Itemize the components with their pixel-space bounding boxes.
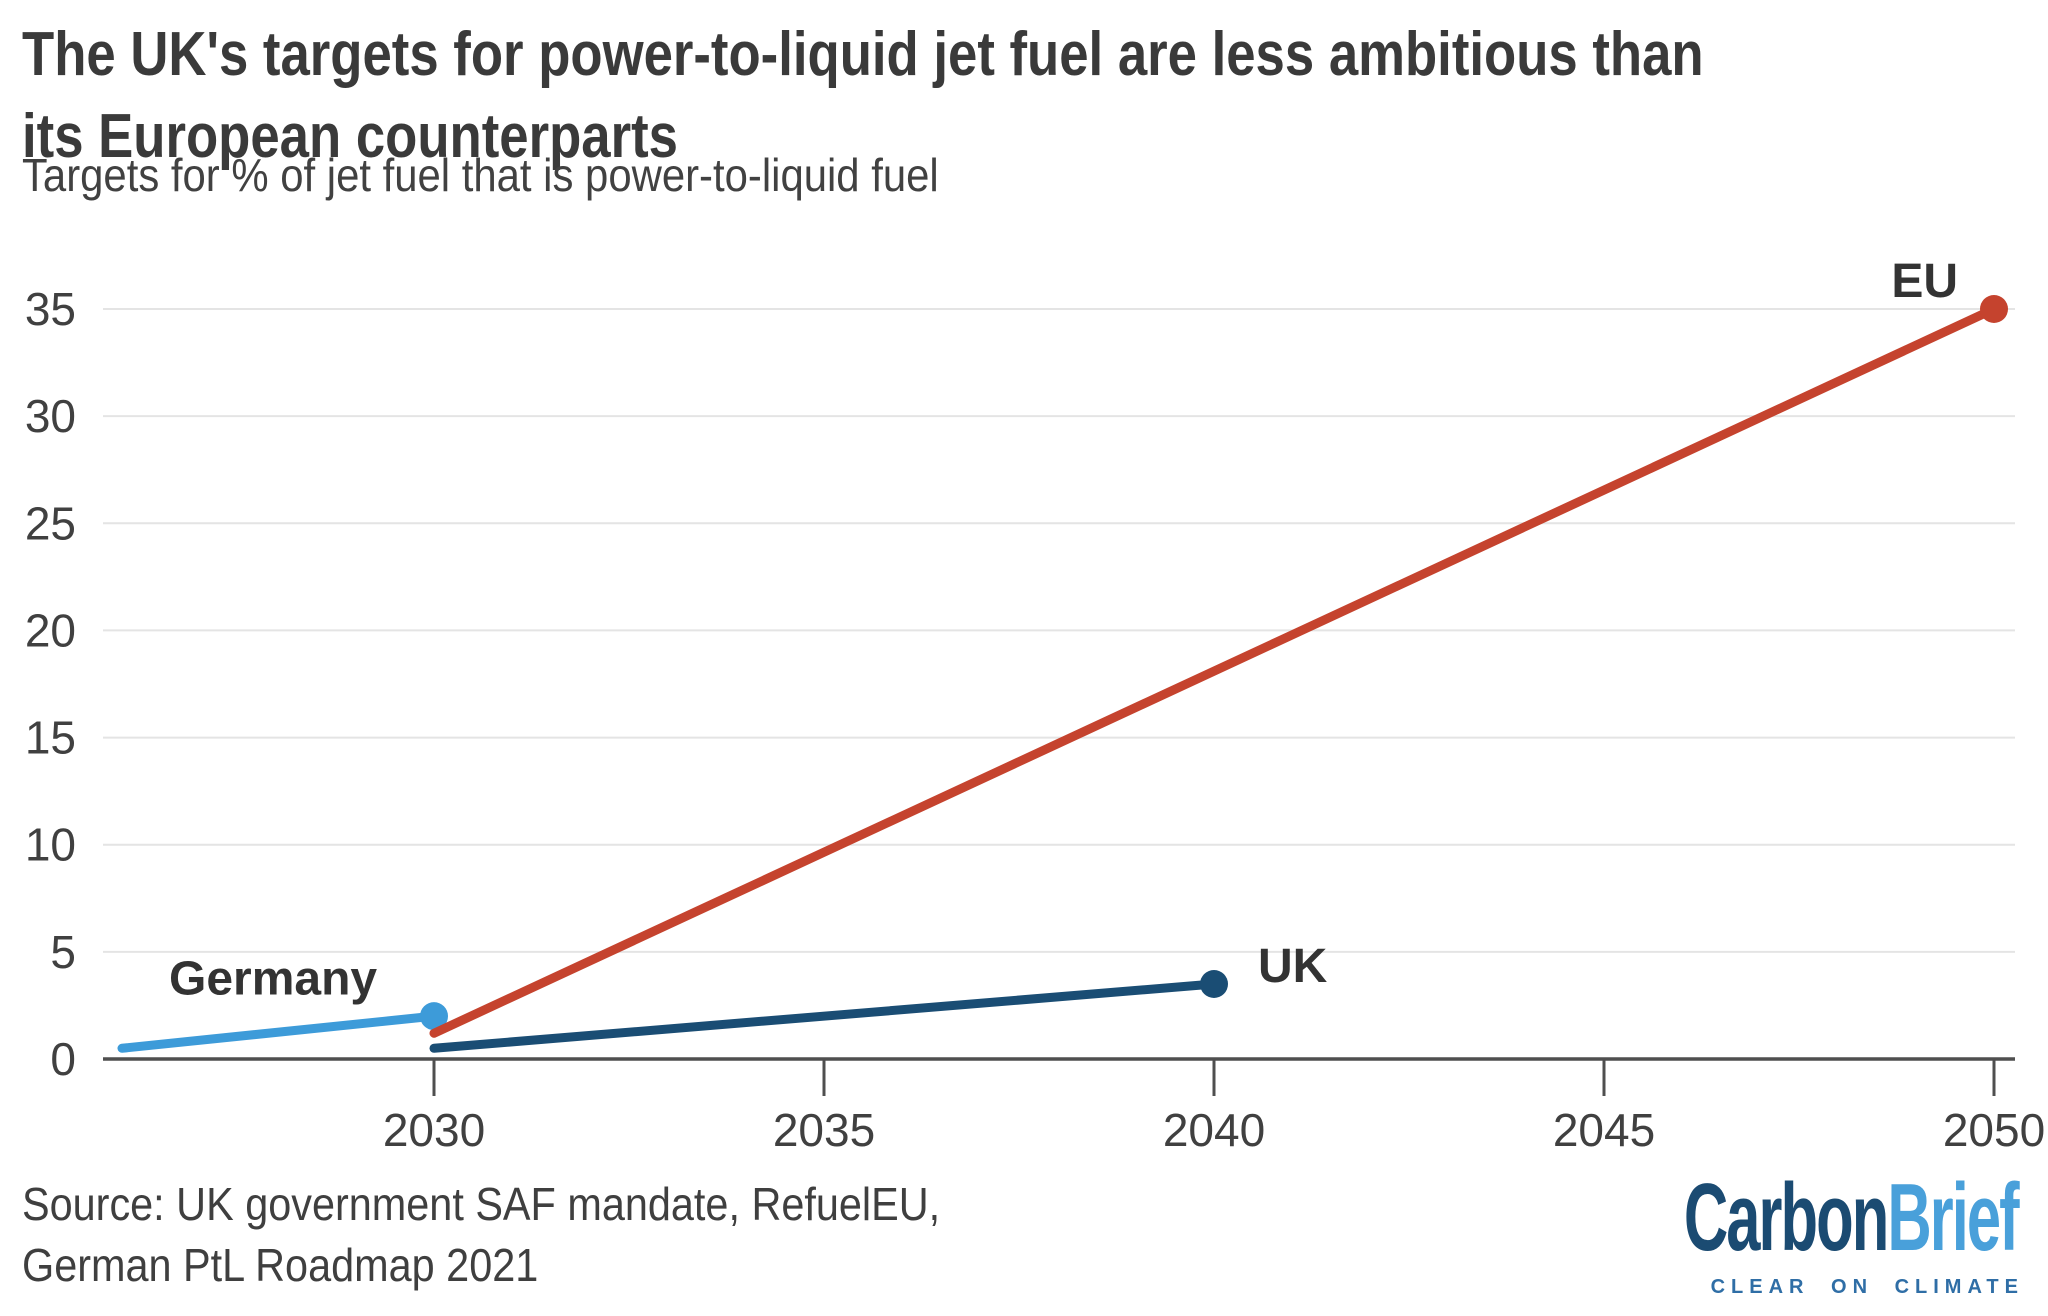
data-point-eu — [1980, 295, 2008, 323]
y-tick-label: 10 — [25, 819, 76, 871]
source-note: Source: UK government SAF mandate, Refue… — [22, 1174, 940, 1296]
x-tick-label: 2035 — [773, 1104, 875, 1156]
page-title-line-2: its European counterparts — [22, 102, 678, 171]
logo-carbon-text: Carbon — [1684, 1164, 1889, 1271]
logo-brief-text: Brief — [1887, 1164, 2020, 1271]
x-tick-label: 2030 — [383, 1104, 485, 1156]
series-line-uk — [429, 979, 1219, 1053]
series-label-germany: Germany — [169, 952, 377, 1005]
y-tick-label: 35 — [25, 283, 76, 335]
x-tick-label: 2045 — [1553, 1104, 1655, 1156]
series-line-germany — [117, 1011, 439, 1053]
source-line-2: German PtL Roadmap 2021 — [22, 1239, 539, 1291]
x-tick-label: 2050 — [1943, 1104, 2045, 1156]
series-label-eu: EU — [1891, 255, 1958, 308]
y-tick-label: 5 — [50, 926, 76, 978]
y-tick-label: 15 — [25, 712, 76, 764]
x-tick-label: 2040 — [1163, 1104, 1265, 1156]
series-line-eu — [429, 304, 1999, 1038]
y-tick-label: 20 — [25, 604, 76, 656]
chart-subtitle: Targets for % of jet fuel that is power-… — [22, 149, 939, 201]
page-title-line-1: The UK's targets for power-to-liquid jet… — [22, 20, 1704, 89]
logo-tagline: CLEAR ON CLIMATE — [1710, 1276, 2024, 1298]
series-label-uk: UK — [1258, 940, 1328, 993]
page-title: The UK's targets for power-to-liquid jet… — [22, 14, 1704, 178]
data-point-germany — [420, 1002, 448, 1031]
y-tick-label: 30 — [25, 390, 76, 442]
source-line-1: Source: UK government SAF mandate, Refue… — [22, 1178, 941, 1230]
carbonbrief-logo: CarbonBrief CLEAR ON CLIMATE — [1496, 1170, 2020, 1299]
carbonbrief-wordmark: CarbonBrief — [1684, 1170, 2020, 1266]
data-point-uk — [1200, 970, 1228, 998]
y-tick-label: 25 — [25, 497, 76, 549]
y-tick-label: 0 — [50, 1033, 76, 1085]
